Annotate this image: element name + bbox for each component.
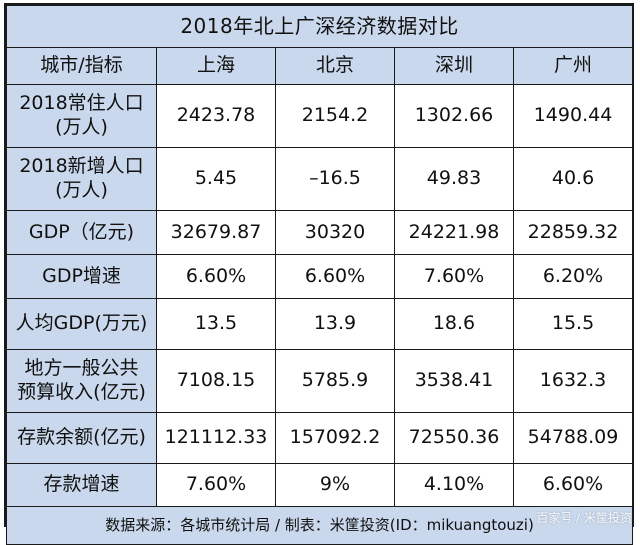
row-label-line: (万人) <box>55 116 108 138</box>
row-label-line: (万人) <box>55 179 108 201</box>
header-row: 城市/指标 上海 北京 深圳 广州 <box>6 47 634 85</box>
table-cell: 6.60% <box>156 254 276 299</box>
table-cell: 2154.2 <box>275 84 395 148</box>
row-label-deposit-balance: 存款余额(亿元) <box>6 412 157 464</box>
table-cell: 72550.36 <box>394 412 514 464</box>
table-row: 存款余额(亿元) 121112.33 157092.2 72550.36 547… <box>6 412 634 464</box>
table-cell: 49.83 <box>394 147 514 211</box>
title-row: 2018年北上广深经济数据对比 <box>5 5 634 48</box>
row-label-gdp-per-capita: 人均GDP(万元) <box>6 298 157 350</box>
table-row: 存款增速 7.60% 9% 4.10% 6.60% <box>6 463 634 507</box>
table-row: GDP增速 6.60% 6.60% 7.60% 6.20% <box>6 254 634 299</box>
watermark-text: 百家号 / 米筐投资 <box>536 511 632 525</box>
row-label-population: 2018常住人口 (万人) <box>6 84 157 148</box>
table-cell: 32679.87 <box>156 210 276 255</box>
header-city-shenzhen: 深圳 <box>394 47 514 85</box>
table-cell: 18.6 <box>394 298 514 350</box>
table-cell: 6.60% <box>512 463 634 507</box>
table-cell: 30320 <box>275 210 395 255</box>
table-cell: 7108.15 <box>156 349 276 413</box>
table-row: GDP（亿元) 32679.87 30320 24221.98 22859.32 <box>6 210 634 255</box>
comparison-table: 2018年北上广深经济数据对比 城市/指标 上海 北京 深圳 广州 2018常住… <box>5 5 634 545</box>
table-cell: 7.60% <box>394 254 514 299</box>
row-label-deposit-growth: 存款增速 <box>6 463 157 507</box>
table-cell: 13.9 <box>275 298 395 350</box>
table-row: 2018新增人口 (万人) 5.45 –16.5 49.83 40.6 <box>6 147 634 211</box>
row-label-line: 地方一般公共 <box>24 357 139 380</box>
table-cell: 1302.66 <box>394 84 514 148</box>
header-city-guangzhou: 广州 <box>512 47 634 85</box>
table-cell: 13.5 <box>156 298 276 350</box>
table-cell: 3538.41 <box>394 349 514 413</box>
table-cell: 6.20% <box>512 254 634 299</box>
table-cell: 54788.09 <box>512 412 634 464</box>
table-cell: 5.45 <box>156 147 276 211</box>
row-label-line: 预算收入(亿元) <box>17 381 146 403</box>
table-cell: 24221.98 <box>394 210 514 255</box>
table-cell: 1490.44 <box>512 84 634 148</box>
table-cell: 40.6 <box>512 147 634 211</box>
table-cell: 5785.9 <box>275 349 395 413</box>
table-cell: 6.60% <box>275 254 395 299</box>
row-label-budget-revenue: 地方一般公共 预算收入(亿元) <box>6 349 157 413</box>
table-cell: 22859.32 <box>512 210 634 255</box>
row-label-gdp-growth: GDP增速 <box>6 254 157 299</box>
table-row: 人均GDP(万元) 13.5 13.9 18.6 15.5 <box>6 298 634 350</box>
table-row: 2018常住人口 (万人) 2423.78 2154.2 1302.66 149… <box>6 84 634 148</box>
header-city-shanghai: 上海 <box>156 47 276 85</box>
table-row: 地方一般公共 预算收入(亿元) 7108.15 5785.9 3538.41 1… <box>6 349 634 413</box>
table-cell: 7.60% <box>156 463 276 507</box>
table-cell: 157092.2 <box>275 412 395 464</box>
data-table-sheet: 2018年北上广深经济数据对比 城市/指标 上海 北京 深圳 广州 2018常住… <box>4 3 634 545</box>
table-cell: –16.5 <box>275 147 395 211</box>
row-label-new-population: 2018新增人口 (万人) <box>6 147 157 211</box>
table-cell: 4.10% <box>394 463 514 507</box>
row-label-gdp: GDP（亿元) <box>6 210 157 255</box>
row-label-line: 2018新增人口 <box>19 155 144 178</box>
table-title: 2018年北上广深经济数据对比 <box>5 5 634 48</box>
table-cell: 2423.78 <box>156 84 276 148</box>
table-cell: 1632.3 <box>512 349 634 413</box>
table-cell: 9% <box>275 463 395 507</box>
header-city-beijing: 北京 <box>275 47 395 85</box>
header-indicator: 城市/指标 <box>6 47 157 85</box>
table-cell: 121112.33 <box>156 412 276 464</box>
row-label-line: 2018常住人口 <box>19 92 144 115</box>
table-cell: 15.5 <box>512 298 634 350</box>
